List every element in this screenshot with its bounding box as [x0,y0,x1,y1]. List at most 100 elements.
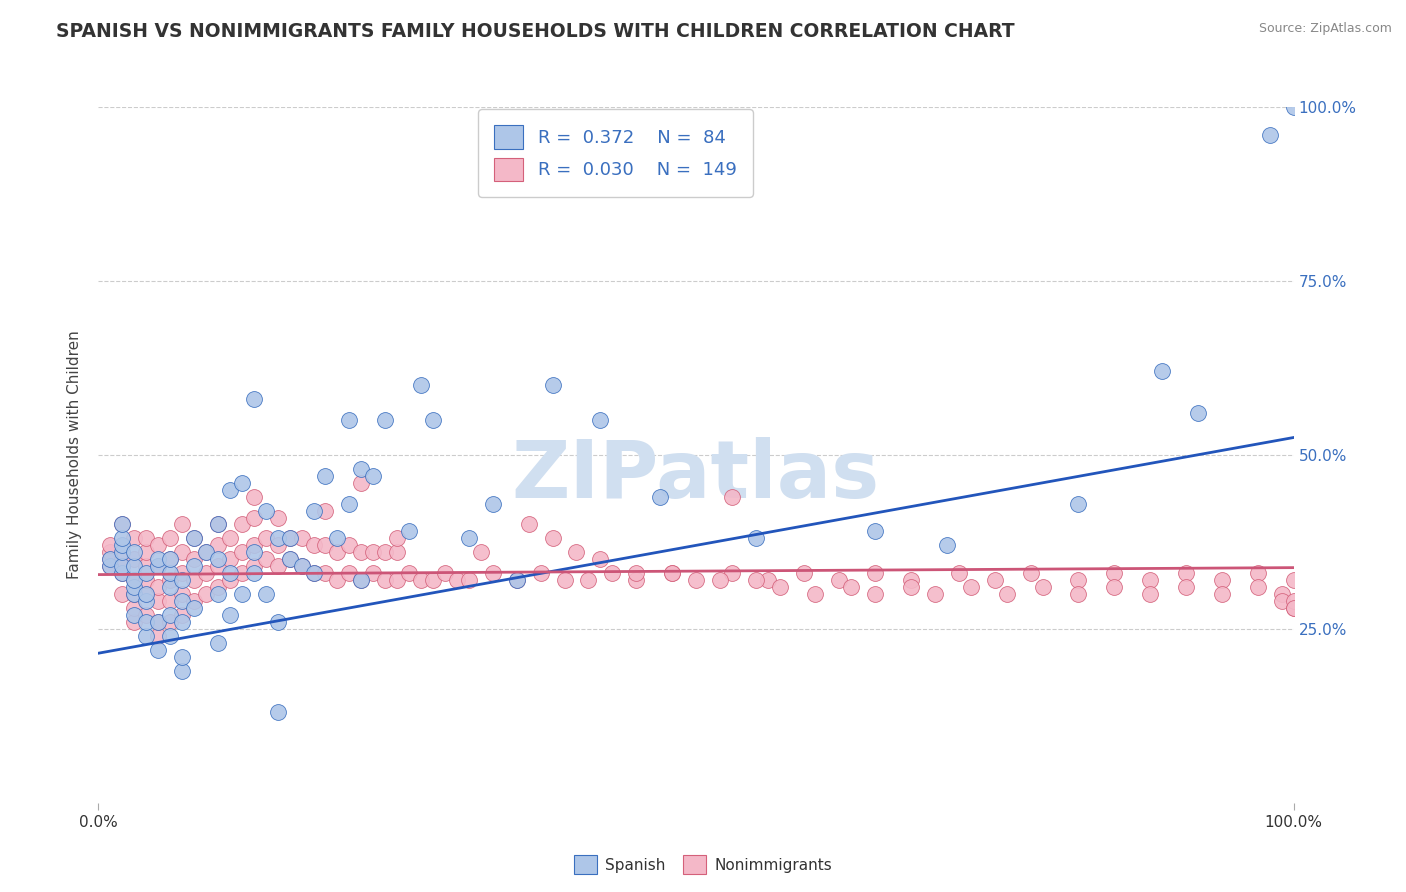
Point [1150,364,1173,378]
Point [219,607,242,622]
Point [529,566,551,581]
Point [422,413,444,427]
Point [411,378,433,392]
Point [995,587,1018,601]
Point [172,594,194,608]
Point [291,532,314,546]
Point [565,545,588,559]
Point [278,532,301,546]
Point [648,490,672,504]
Point [98,545,122,559]
Point [98,559,122,574]
Point [124,552,146,566]
Point [278,552,301,566]
Point [1282,594,1305,608]
Point [1019,566,1042,581]
Point [278,532,301,546]
Point [207,636,229,650]
Y-axis label: Family Households with Children: Family Households with Children [67,331,83,579]
Point [267,532,290,546]
Point [231,475,253,490]
Point [219,532,242,546]
Point [124,580,146,594]
Point [576,573,599,587]
Point [124,559,146,574]
Point [124,615,146,629]
Point [841,580,863,594]
Point [219,573,242,587]
Point [172,587,194,601]
Point [685,573,707,587]
Point [254,587,277,601]
Point [231,517,253,532]
Point [183,601,205,615]
Point [254,503,277,517]
Point [315,538,337,552]
Point [721,490,744,504]
Point [207,517,229,532]
Point [793,566,815,581]
Point [98,559,122,574]
Point [111,587,134,601]
Point [363,545,385,559]
Point [315,566,337,581]
Point [183,532,205,546]
Point [278,552,301,566]
Point [302,566,325,581]
Point [183,552,205,566]
Point [159,629,181,643]
Point [267,538,290,552]
Point [541,378,564,392]
Point [385,532,409,546]
Point [398,524,420,539]
Point [267,559,290,574]
Point [148,552,170,566]
Point [148,559,170,574]
Point [111,532,134,546]
Point [183,559,205,574]
Point [326,532,349,546]
Point [936,538,959,552]
Point [159,566,181,581]
Point [363,468,385,483]
Point [254,532,277,546]
Point [172,615,194,629]
Point [172,664,194,678]
Point [291,559,314,574]
Point [1067,573,1090,587]
Legend: Spanish, Nonimmigrants: Spanish, Nonimmigrants [568,849,838,880]
Point [374,413,396,427]
Point [948,566,970,581]
Point [135,615,157,629]
Point [98,552,122,566]
Point [1067,587,1090,601]
Point [111,559,134,574]
Point [159,573,181,587]
Point [900,580,922,594]
Point [111,552,134,566]
Point [828,573,851,587]
Point [98,552,122,566]
Point [984,573,1007,587]
Point [339,413,360,427]
Point [148,580,170,594]
Point [207,587,229,601]
Point [506,573,529,587]
Point [1102,580,1125,594]
Point [385,573,409,587]
Point [172,649,194,664]
Point [541,532,564,546]
Point [172,607,194,622]
Point [135,629,157,643]
Point [1175,566,1198,581]
Point [745,573,768,587]
Point [124,587,146,601]
Point [124,573,146,587]
Point [183,594,205,608]
Point [1032,580,1054,594]
Point [135,566,157,581]
Point [135,559,157,574]
Point [172,517,194,532]
Point [339,566,360,581]
Point [374,573,396,587]
